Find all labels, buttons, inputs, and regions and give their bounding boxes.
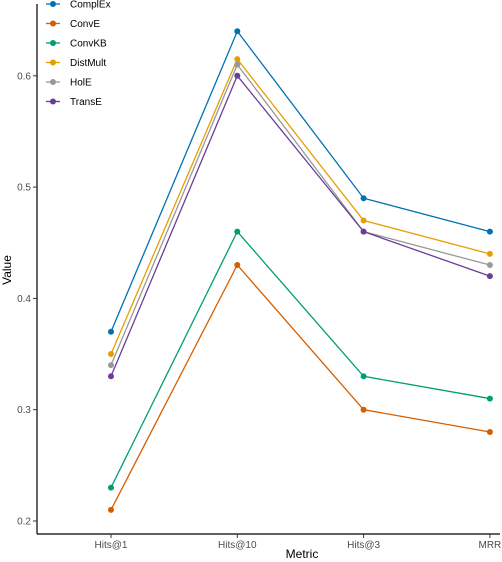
data-point bbox=[360, 217, 367, 224]
data-point bbox=[486, 262, 493, 269]
data-point bbox=[234, 56, 241, 63]
legend-label: TransE bbox=[70, 97, 102, 108]
data-point bbox=[108, 373, 114, 380]
data-point bbox=[108, 362, 114, 369]
x-tick-label: Hits@10 bbox=[218, 540, 257, 551]
y-tick-label: 0.4 bbox=[17, 294, 31, 305]
x-tick-label: Hits@3 bbox=[347, 540, 380, 551]
series-conve bbox=[108, 262, 493, 513]
data-point bbox=[486, 395, 493, 402]
series-complex bbox=[108, 28, 493, 335]
series-line bbox=[110, 74, 491, 377]
legend-key-point bbox=[50, 98, 56, 105]
series-hole bbox=[108, 61, 493, 369]
legend-label: DistMult bbox=[70, 58, 106, 69]
x-axis-title: Metric bbox=[286, 547, 319, 561]
legend-key-point bbox=[50, 79, 56, 85]
legend: ComplEx ConvE ConvKB DistMult HolE TransE bbox=[46, 0, 111, 108]
legend-label: ComplEx bbox=[70, 0, 111, 11]
axes: 0.2 0.3 0.4 0.5 0.6 Hits@1 Hits@10 Hits@3 MRR bbox=[17, 4, 501, 551]
series-line bbox=[110, 29, 491, 333]
series-line bbox=[110, 63, 491, 366]
legend-item: ConvE bbox=[46, 19, 100, 30]
data-point bbox=[486, 428, 493, 435]
legend-item: TransE bbox=[46, 97, 102, 108]
data-point bbox=[234, 28, 241, 35]
series-line bbox=[110, 57, 491, 355]
data-point bbox=[234, 61, 241, 68]
legend-label: ConvKB bbox=[70, 39, 107, 50]
y-tick-label: 0.2 bbox=[17, 517, 31, 528]
legend-item: HolE bbox=[46, 78, 92, 89]
legend-key-point bbox=[50, 59, 56, 66]
legend-item: ComplEx bbox=[46, 0, 111, 11]
x-tick-label: Hits@1 bbox=[95, 540, 128, 551]
y-tick-label: 0.5 bbox=[17, 183, 31, 194]
series-transe bbox=[108, 72, 493, 380]
y-tick-label: 0.6 bbox=[17, 71, 31, 82]
series-distmult bbox=[108, 56, 493, 358]
plot-area bbox=[108, 28, 493, 513]
data-point bbox=[108, 484, 114, 491]
legend-item: ConvKB bbox=[46, 39, 107, 50]
y-axis-title: Value bbox=[0, 255, 14, 285]
legend-label: ConvE bbox=[70, 19, 100, 30]
data-point bbox=[234, 72, 241, 79]
data-point bbox=[486, 228, 493, 235]
data-point bbox=[360, 373, 367, 380]
data-point bbox=[360, 406, 367, 413]
data-point bbox=[486, 250, 493, 257]
legend-item: DistMult bbox=[46, 58, 106, 69]
legend-key-point bbox=[50, 40, 56, 46]
series-line bbox=[110, 263, 491, 511]
data-point bbox=[360, 228, 367, 235]
data-point bbox=[486, 273, 493, 280]
data-point bbox=[360, 195, 367, 202]
series-line bbox=[110, 230, 491, 488]
series-convkb bbox=[108, 228, 493, 491]
data-point bbox=[108, 328, 114, 335]
data-point bbox=[234, 228, 241, 235]
data-point bbox=[108, 506, 114, 513]
legend-label: HolE bbox=[70, 78, 92, 89]
data-point bbox=[108, 351, 114, 358]
legend-key-point bbox=[50, 1, 56, 7]
legend-key-point bbox=[50, 20, 56, 27]
y-tick-label: 0.3 bbox=[17, 405, 31, 416]
x-tick-label: MRR bbox=[479, 540, 502, 551]
data-point bbox=[234, 262, 241, 269]
